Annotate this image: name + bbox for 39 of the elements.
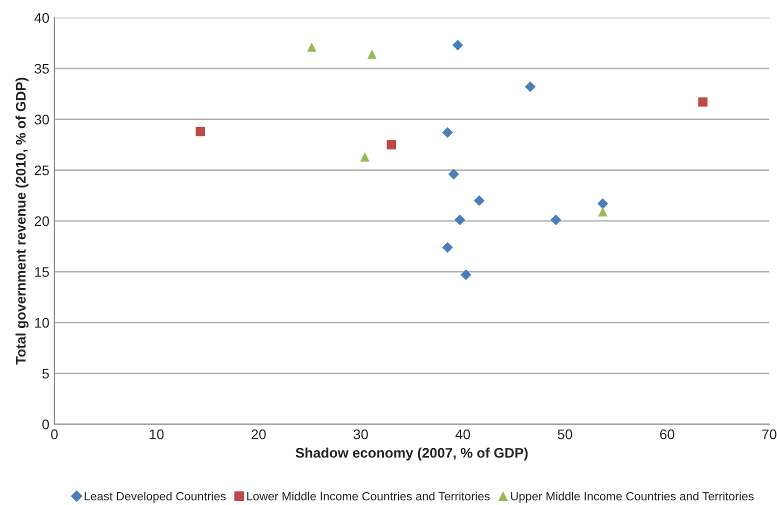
x-tick-label: 0	[51, 429, 58, 440]
y-tick-label: 10	[35, 318, 49, 328]
x-tick-label: 70	[762, 429, 776, 440]
legend-label: Lower Middle Income Countries and Territories	[247, 492, 490, 500]
point	[524, 81, 536, 92]
y-tick-label: 0	[42, 420, 49, 430]
point	[442, 127, 453, 138]
point	[550, 214, 562, 226]
y-tick-label: 20	[34, 216, 49, 226]
x-tick-label: 60	[660, 429, 674, 440]
x-tick-label: 20	[252, 429, 266, 440]
point	[386, 140, 396, 150]
point	[452, 40, 464, 50]
point	[698, 97, 708, 107]
point	[442, 242, 453, 253]
point	[474, 195, 485, 206]
point	[196, 126, 206, 136]
y-tick-label: 35	[34, 64, 49, 74]
point	[307, 42, 316, 52]
point	[454, 214, 466, 226]
point	[448, 168, 460, 180]
point	[367, 50, 377, 59]
x-tick-label: 30	[354, 429, 368, 440]
point	[460, 269, 472, 280]
legend-label: Least Developed Countries	[84, 492, 226, 503]
y-tick-label: 40	[34, 13, 49, 23]
y-tick-label: 25	[34, 165, 49, 176]
legend-label: Upper Middle Income Countries and Territories	[511, 492, 754, 503]
y-tick-label: 30	[34, 114, 49, 124]
x-tick-label: 10	[150, 429, 164, 440]
point	[597, 198, 608, 210]
point	[360, 152, 370, 162]
y-tick-label: 15	[35, 267, 49, 277]
x-axis-title: Shadow economy (2007, % of GDP)	[296, 448, 528, 461]
point	[598, 207, 608, 216]
y-axis-title: Total government revenue (2010, % of GDP)	[16, 78, 29, 365]
x-tick-label: 50	[558, 429, 572, 440]
y-tick-label: 5	[42, 368, 49, 379]
x-tick-label: 40	[455, 429, 470, 440]
